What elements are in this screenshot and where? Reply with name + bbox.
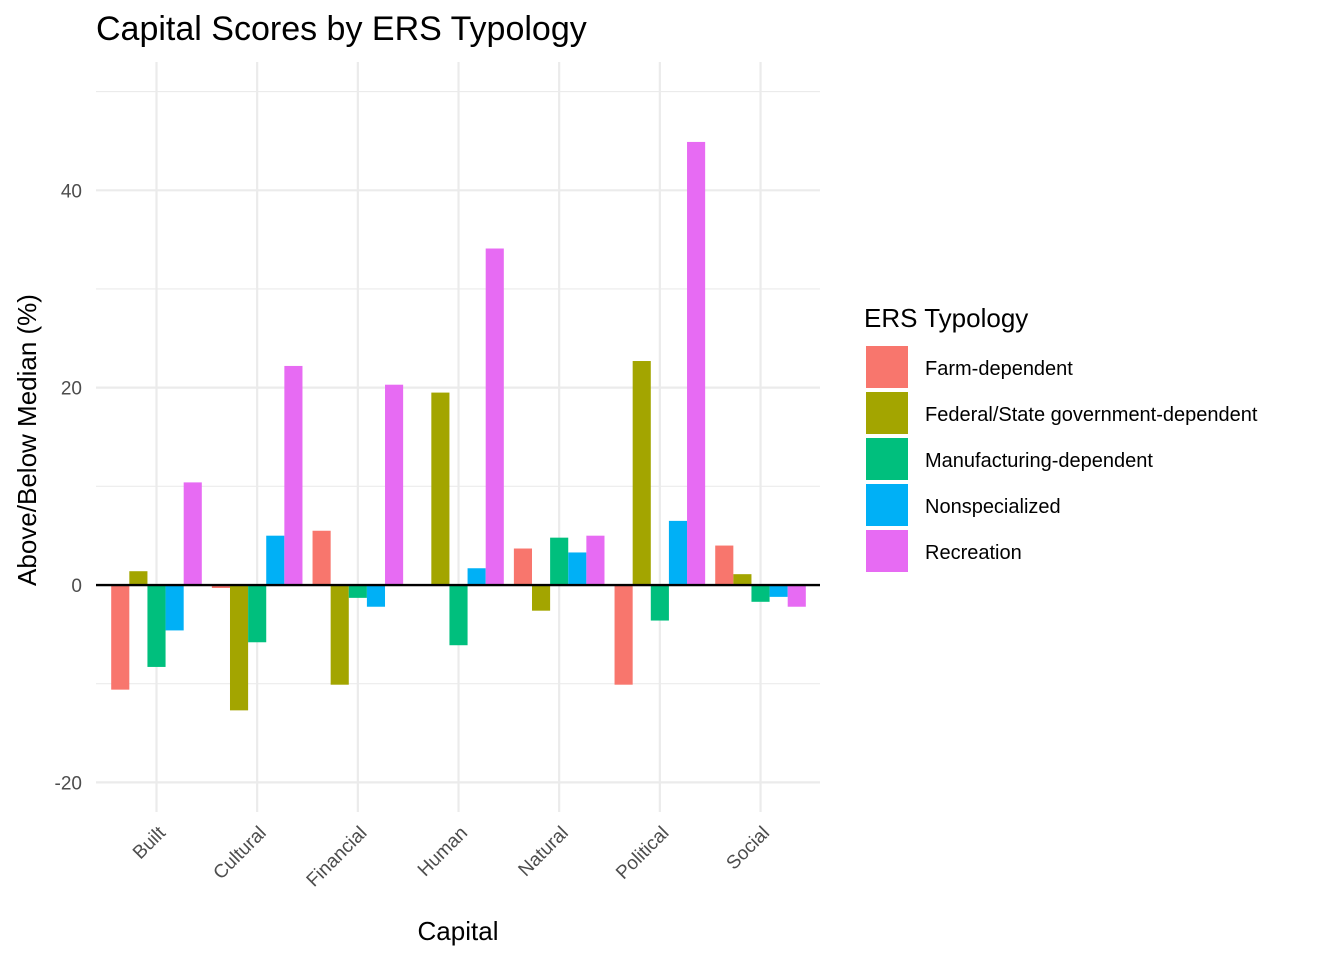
- bars: [96, 141, 820, 711]
- legend-key: [866, 530, 908, 572]
- bar: [229, 585, 249, 711]
- bar: [266, 535, 285, 586]
- legend: ERS Typology Farm-dependent Federal/State…: [864, 303, 1258, 572]
- bar: [733, 574, 752, 586]
- x-axis-ticks: Built Cultural Financial Human Natural Politi…: [129, 822, 774, 891]
- bar: [614, 585, 633, 685]
- legend-label: Federal/State government-dependent: [925, 404, 1258, 426]
- x-tick-label: Social: [723, 823, 774, 874]
- legend-key: [866, 484, 908, 526]
- bar: [449, 585, 468, 646]
- bar: [632, 361, 651, 586]
- bar: [687, 141, 706, 586]
- bar: [431, 392, 450, 586]
- y-axis-title: Above/Below Median (%): [12, 294, 42, 586]
- bar: [211, 585, 230, 588]
- x-tick-label: Financial: [303, 823, 372, 892]
- x-tick-label: Political: [612, 823, 673, 884]
- bar: [165, 585, 184, 631]
- bar: [531, 585, 551, 611]
- grid: [96, 62, 820, 812]
- x-tick-label: Natural: [515, 823, 573, 881]
- bar: [650, 585, 669, 621]
- x-axis-title: Capital: [418, 916, 499, 946]
- bar: [385, 384, 404, 586]
- bar: [129, 571, 148, 586]
- legend-key: [866, 438, 908, 480]
- bar: [668, 520, 688, 586]
- bar: [366, 585, 386, 607]
- y-tick-label: 0: [71, 576, 82, 597]
- bar: [769, 585, 788, 597]
- bar: [751, 585, 770, 602]
- y-axis-ticks: -20 0 20 40: [55, 181, 82, 794]
- legend-title: ERS Typology: [864, 303, 1028, 333]
- legend-label: Manufacturing-dependent: [925, 450, 1153, 472]
- bar: [586, 535, 605, 586]
- bar: [467, 568, 486, 586]
- y-tick-label: 20: [61, 379, 82, 400]
- y-tick-label: -20: [55, 773, 82, 794]
- legend-key: [866, 346, 908, 388]
- legend-label: Nonspecialized: [925, 496, 1061, 518]
- bar: [715, 545, 734, 586]
- bar: [248, 585, 267, 643]
- y-tick-label: 40: [61, 181, 82, 202]
- bar: [284, 365, 303, 586]
- legend-label: Farm-dependent: [925, 358, 1073, 380]
- bar: [550, 537, 569, 586]
- bar: [147, 585, 166, 667]
- bar: [513, 548, 532, 586]
- bar: [183, 482, 202, 586]
- legend-label: Recreation: [925, 542, 1022, 564]
- bar: [330, 585, 349, 685]
- bar: [568, 552, 587, 586]
- x-tick-label: Cultural: [210, 823, 271, 884]
- bar: [111, 585, 130, 690]
- bar: [787, 585, 806, 607]
- legend-key: [866, 392, 908, 434]
- bar: [485, 248, 504, 586]
- bar: [312, 530, 331, 586]
- x-tick-label: Built: [129, 822, 170, 863]
- x-tick-label: Human: [414, 823, 472, 881]
- chart-title: Capital Scores by ERS Typology: [96, 10, 587, 48]
- bar: [348, 585, 367, 598]
